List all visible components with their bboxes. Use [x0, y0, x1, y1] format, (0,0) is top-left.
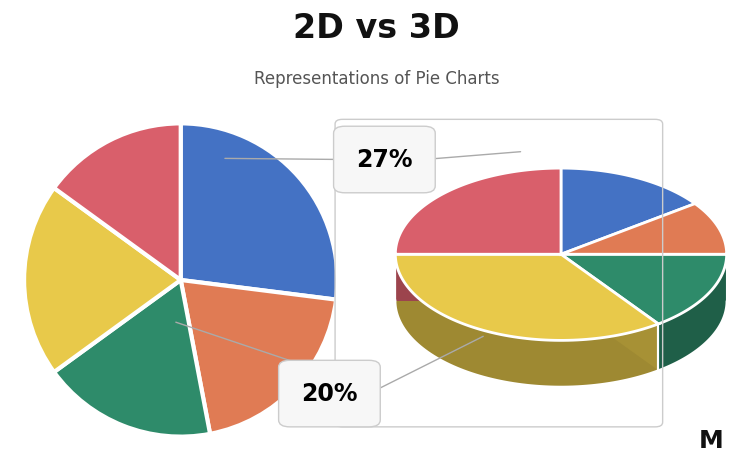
Polygon shape [561, 254, 727, 324]
Text: 2D vs 3D: 2D vs 3D [293, 12, 460, 45]
Text: M: M [700, 429, 724, 453]
Polygon shape [561, 168, 695, 254]
Polygon shape [395, 168, 561, 254]
Text: 20%: 20% [301, 381, 358, 406]
Polygon shape [561, 254, 658, 370]
Wedge shape [181, 123, 337, 300]
Text: 27%: 27% [356, 147, 413, 172]
Polygon shape [395, 254, 561, 301]
Polygon shape [561, 254, 658, 370]
Wedge shape [181, 280, 336, 434]
Polygon shape [395, 254, 658, 341]
Wedge shape [54, 123, 181, 280]
Polygon shape [561, 204, 727, 254]
Text: Representations of Pie Charts: Representations of Pie Charts [254, 70, 499, 88]
Polygon shape [395, 254, 561, 301]
FancyBboxPatch shape [334, 126, 435, 193]
Polygon shape [658, 255, 727, 370]
Polygon shape [395, 254, 658, 387]
FancyBboxPatch shape [279, 360, 380, 427]
Wedge shape [54, 280, 210, 437]
Wedge shape [24, 188, 181, 372]
